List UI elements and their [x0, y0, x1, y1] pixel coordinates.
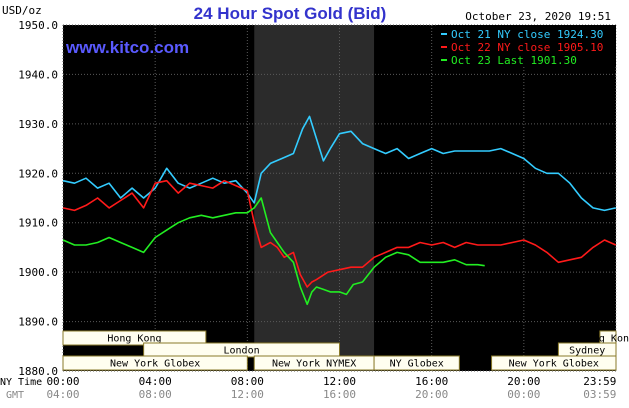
grid-lines	[62, 24, 617, 372]
series-lines	[62, 115, 617, 306]
x-tick-label-ny: 12:00	[323, 375, 356, 388]
series-line-2	[62, 179, 617, 288]
y-axis-label: USD/oz	[2, 4, 42, 17]
x-tick-label-ny: 04:00	[139, 375, 172, 388]
legend-label: Oct 23 Last 1901.30	[451, 54, 577, 67]
session-label: New York NYMEX	[272, 359, 356, 370]
y-tick-label: 1890.0	[18, 316, 58, 329]
session-label: New York Globex	[509, 359, 599, 370]
x-tick-label-ny: 08:00	[231, 375, 264, 388]
watermark: www.kitco.com	[65, 38, 189, 57]
session-label: London	[224, 346, 260, 357]
y-tick-label: 1900.0	[18, 266, 58, 279]
x-tick-label-ny: 16:00	[415, 375, 448, 388]
session-bar	[491, 355, 617, 371]
x-tick-label-gmt: 20:00	[415, 388, 448, 401]
x-axis-label-gmt: GMT	[6, 390, 24, 401]
x-axis-label-ny: NY Time	[0, 377, 42, 388]
legend-box	[436, 25, 616, 65]
timestamp: October 23, 2020 19:51	[465, 10, 611, 23]
series-line-3	[62, 197, 485, 306]
y-tick-label: 1880.0	[18, 365, 58, 378]
y-tick-label: 1940.0	[18, 68, 58, 81]
legend-label: Oct 21 NY close 1924.30	[451, 28, 603, 41]
y-tick-label: 1920.0	[18, 167, 58, 180]
x-axis-ticks: 00:00 04:00 08:00 12:00 16:00 20:00 23:5904:00…	[46, 375, 616, 401]
y-tick-label: 1910.0	[18, 217, 58, 230]
session-label: Hong Kong	[581, 334, 629, 345]
y-tick-label: 1950.0	[18, 19, 58, 32]
x-tick-label-gmt: 08:00	[139, 388, 172, 401]
legend-label: Oct 22 NY close 1905.10	[451, 41, 603, 54]
x-tick-label-gmt: 04:00	[46, 388, 79, 401]
x-tick-label-gmt: 12:00	[231, 388, 264, 401]
series-line-1	[62, 115, 616, 212]
session-bars: Hong Kong Hong Kong London Sydney New York G…	[62, 330, 629, 371]
session-label: Hong Kong	[107, 334, 161, 345]
session-label: New York Globex	[110, 359, 200, 370]
x-tick-label-gmt: 00:00	[507, 388, 540, 401]
session-label: Sydney	[569, 346, 605, 357]
shaded-period	[254, 25, 375, 371]
x-tick-label-gmt: 03:59	[583, 388, 616, 401]
session-bar	[62, 330, 207, 346]
x-tick-label-ny: 00:00	[46, 375, 79, 388]
session-bar	[62, 355, 248, 371]
x-tick-label-ny: 23:59	[583, 375, 616, 388]
y-tick-label: 1930.0	[18, 118, 58, 131]
x-tick-label-ny: 20:00	[507, 375, 540, 388]
x-tick-label-gmt: 16:00	[323, 388, 356, 401]
chart-title: 24 Hour Spot Gold (Bid)	[194, 4, 387, 23]
session-label: NY Globex	[390, 359, 444, 370]
session-bar	[373, 355, 460, 371]
y-axis-ticks: 1950.0 1940.0 1930.0 1920.0 1910.0 1900.0 1890…	[18, 19, 58, 378]
